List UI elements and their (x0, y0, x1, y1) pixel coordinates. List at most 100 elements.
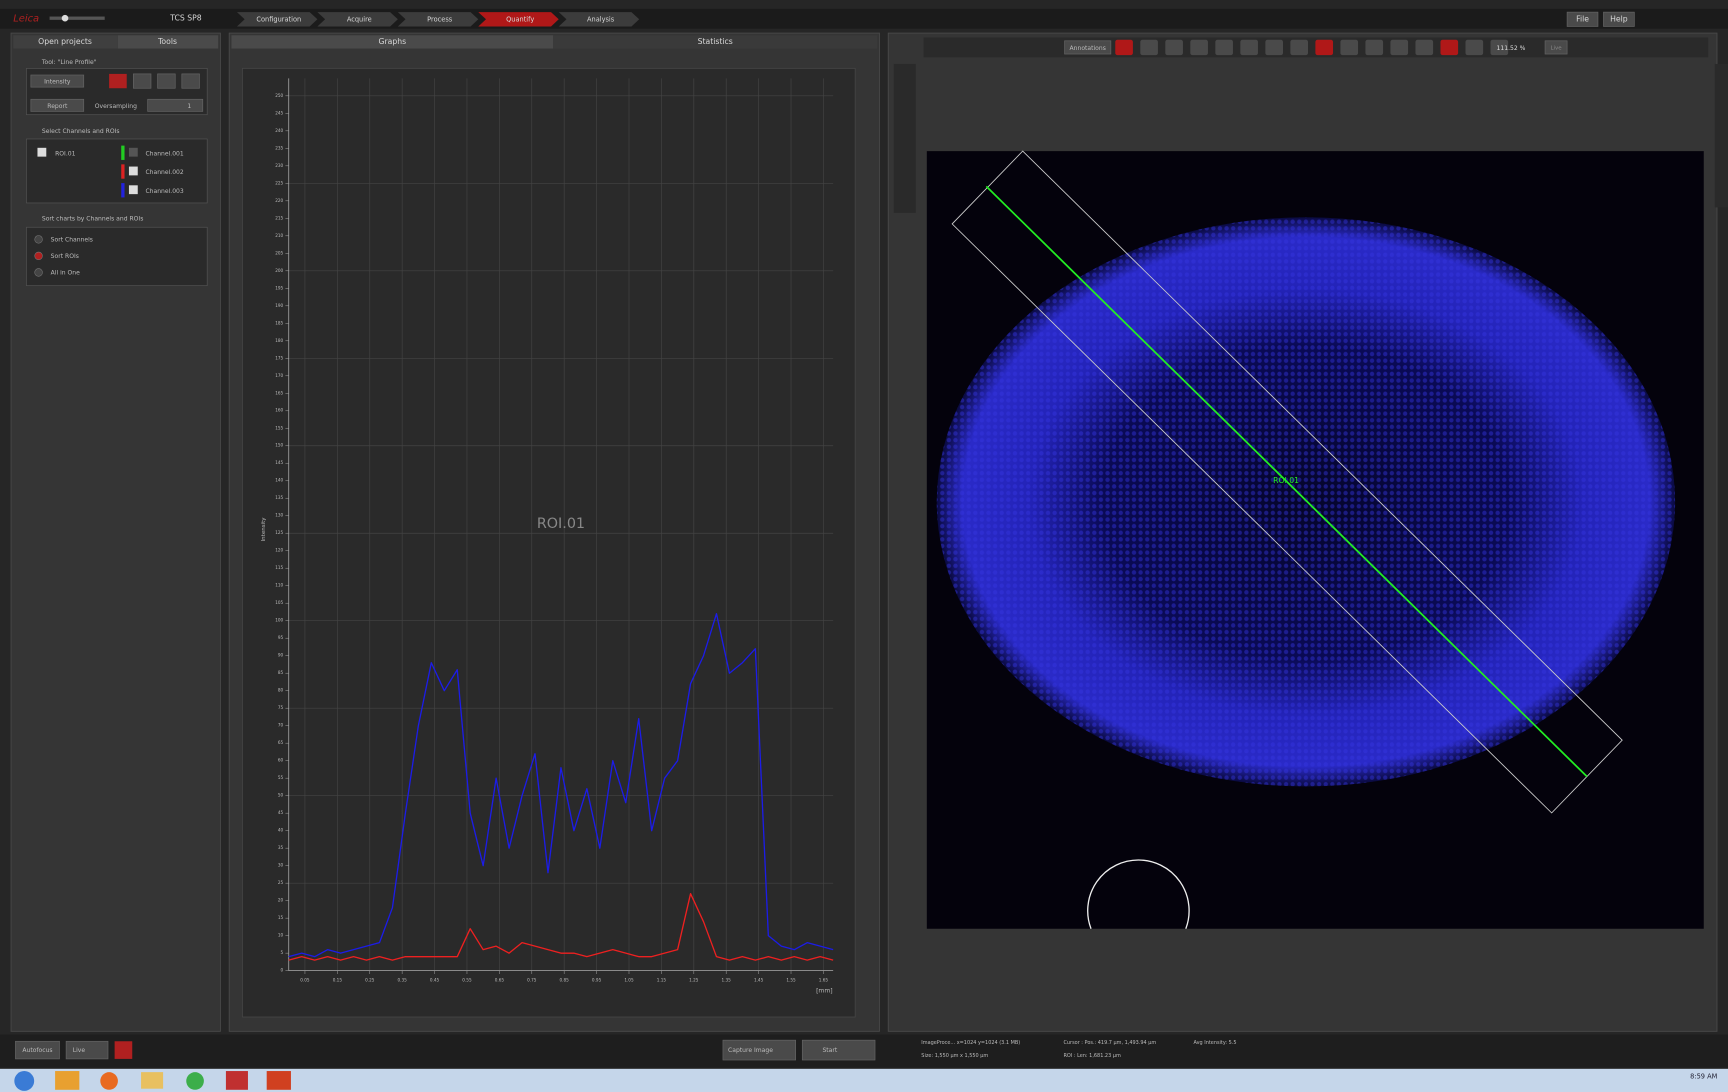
workflow-tab[interactable] (558, 12, 640, 27)
workflow-tab[interactable] (478, 12, 559, 27)
system-name: TCS SP8 (169, 14, 201, 23)
start-orb[interactable] (14, 1071, 35, 1091)
taskbar-app[interactable] (266, 1071, 291, 1090)
tool-icon[interactable] (1340, 39, 1359, 56)
button[interactable] (722, 1039, 797, 1061)
mode-dropdown[interactable]: Intensity (44, 79, 71, 86)
slider-knob[interactable] (61, 14, 69, 22)
tissue-cells (936, 217, 1676, 787)
sort-option[interactable]: Sort ROIs (51, 253, 79, 260)
x-tick-label: 0.55 (462, 978, 472, 983)
tab-graphs[interactable]: Graphs (379, 37, 407, 46)
sort-option[interactable]: Sort Channels (51, 236, 93, 243)
workflow-tab-label[interactable]: Configuration (256, 15, 301, 23)
checkbox[interactable] (128, 147, 138, 157)
tab-open-projects[interactable]: Open projects (38, 37, 92, 46)
live-toggle[interactable]: Live (73, 1047, 86, 1054)
workflow-tab[interactable] (397, 12, 479, 27)
workflow-tab-label[interactable]: Acquire (347, 15, 372, 23)
tool-icon[interactable] (1265, 39, 1283, 56)
button[interactable] (65, 1040, 109, 1060)
taskbar-app[interactable] (100, 1072, 118, 1090)
oversampling-value[interactable]: 1 (187, 103, 191, 110)
tool-icon[interactable] (181, 73, 200, 89)
autofocus-button[interactable]: Autofocus (22, 1047, 52, 1054)
y-tick-label: 80 (278, 688, 284, 693)
radio[interactable] (34, 251, 43, 261)
channel-item[interactable]: Channel.002 (145, 169, 183, 176)
zoom-level: 111.52 % (1497, 45, 1526, 52)
tool-icon[interactable] (1215, 39, 1233, 56)
y-tick-label: 220 (275, 198, 283, 203)
checkbox[interactable] (37, 147, 47, 157)
tool-icon[interactable] (1490, 39, 1509, 56)
live-button[interactable]: Live (1550, 45, 1562, 51)
status-image: ImageProce... x=1024 y=1024 (3.1 MB) (921, 1040, 1020, 1046)
info-button[interactable] (114, 1041, 133, 1059)
spinbox[interactable] (147, 98, 204, 112)
tool-icon[interactable] (1115, 39, 1133, 56)
tool-icon[interactable] (1390, 39, 1409, 56)
tool-icon[interactable] (1365, 39, 1384, 56)
menu-button[interactable] (1603, 11, 1635, 27)
sort-option[interactable]: All in One (51, 269, 80, 276)
menu-help[interactable]: Help (1610, 14, 1628, 23)
x-tick-label: 1.15 (657, 978, 667, 983)
y-tick-label: 0 (281, 968, 284, 973)
button[interactable] (30, 98, 85, 112)
checkbox[interactable] (128, 166, 138, 176)
roi-item[interactable]: ROI.01 (55, 150, 76, 157)
checkbox[interactable] (128, 185, 138, 195)
x-tick-label: 0.85 (560, 978, 570, 983)
capture-button[interactable]: Capture Image (728, 1047, 773, 1054)
channel-item[interactable]: Channel.001 (145, 150, 183, 157)
taskbar-app[interactable] (186, 1072, 204, 1090)
tab[interactable] (231, 35, 554, 49)
slider[interactable] (49, 16, 105, 20)
tool-icon[interactable] (1190, 39, 1208, 56)
roi-label: ROI.01 (1273, 476, 1299, 485)
tab[interactable] (117, 35, 219, 49)
button[interactable] (801, 1039, 876, 1061)
button[interactable] (15, 1040, 60, 1060)
y-tick-label: 15 (278, 915, 284, 920)
workflow-tab-label[interactable]: Quantify (506, 15, 534, 23)
taskbar-app[interactable] (141, 1072, 164, 1089)
y-tick-label: 230 (275, 163, 283, 168)
tool-icon[interactable] (1315, 39, 1334, 56)
tool-icon[interactable] (1415, 39, 1434, 56)
report-button[interactable]: Report (47, 103, 68, 110)
start-button[interactable]: Start (822, 1047, 837, 1054)
tab-statistics[interactable]: Statistics (698, 37, 733, 46)
workflow-tab-label[interactable]: Analysis (587, 15, 615, 23)
y-tick-label: 225 (275, 180, 283, 185)
menu-button[interactable] (1566, 11, 1599, 27)
tool-icon[interactable] (1465, 39, 1484, 56)
button[interactable] (1544, 40, 1568, 55)
radio[interactable] (34, 235, 43, 244)
tab[interactable] (13, 35, 118, 49)
tool-icon[interactable] (157, 73, 176, 89)
taskbar-app[interactable] (55, 1071, 80, 1090)
taskbar-app[interactable] (225, 1071, 248, 1090)
button[interactable] (1064, 40, 1112, 55)
workflow-tab[interactable] (236, 12, 318, 27)
dropdown[interactable] (30, 74, 85, 88)
tool-icon[interactable] (1140, 39, 1158, 56)
tool-icon[interactable] (1240, 39, 1258, 56)
tool-icon[interactable] (133, 73, 152, 89)
tool-icon[interactable] (1290, 39, 1309, 56)
tool-icon[interactable] (1440, 39, 1459, 56)
y-tick-label: 240 (275, 128, 283, 133)
tool-icon[interactable] (109, 73, 127, 89)
menu-file[interactable]: File (1576, 14, 1589, 23)
tab-tools[interactable]: Tools (157, 37, 177, 46)
x-tick-label: 1.65 (819, 978, 829, 983)
tool-icon[interactable] (1165, 39, 1183, 56)
workflow-tab[interactable] (317, 12, 398, 27)
workflow-tab-label[interactable]: Process (427, 15, 453, 23)
radio[interactable] (34, 268, 43, 277)
tab[interactable] (553, 35, 878, 49)
annotations-button[interactable]: Annotations (1070, 45, 1106, 52)
channel-item[interactable]: Channel.003 (145, 188, 183, 195)
